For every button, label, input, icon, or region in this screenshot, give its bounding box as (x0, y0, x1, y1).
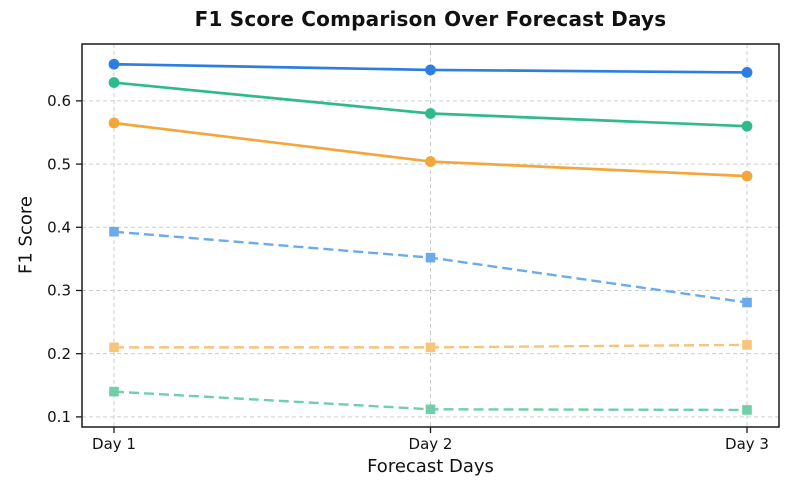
y-tick-label: 0.4 (47, 219, 71, 237)
y-tick-label: 0.2 (47, 345, 71, 363)
data-point-blue-dashed (742, 297, 752, 308)
data-point-blue-dashed (109, 226, 119, 237)
data-point-orange-dashed (109, 342, 119, 353)
y-tick-label: 0.6 (47, 92, 71, 110)
data-point-green-solid (741, 120, 753, 132)
data-point-orange-dashed (742, 340, 752, 350)
chart-title: F1 Score Comparison Over Forecast Days (194, 7, 667, 31)
x-tick-label: Day 1 (92, 435, 136, 453)
data-point-blue-dashed (425, 252, 436, 263)
data-point-orange-solid (741, 170, 753, 182)
y-tick-label: 0.5 (47, 155, 71, 173)
data-point-orange-solid (108, 117, 120, 129)
y-tick-label: 0.1 (47, 408, 71, 426)
data-point-green-dashed (742, 405, 752, 415)
y-tick-label: 0.3 (47, 282, 71, 300)
data-point-orange-dashed (425, 342, 436, 353)
data-point-blue-solid (108, 58, 120, 70)
x-axis-label: Forecast Days (367, 456, 494, 477)
data-point-green-dashed (109, 386, 119, 397)
data-point-green-dashed (425, 404, 436, 415)
x-tick-label: Day 3 (725, 435, 769, 453)
data-point-blue-solid (741, 67, 753, 78)
data-point-green-solid (108, 77, 120, 88)
data-point-green-solid (425, 108, 436, 119)
y-axis-label: F1 Score (15, 196, 37, 274)
data-point-orange-solid (425, 156, 436, 167)
x-tick-label: Day 2 (409, 435, 453, 453)
data-point-blue-solid (425, 64, 436, 76)
